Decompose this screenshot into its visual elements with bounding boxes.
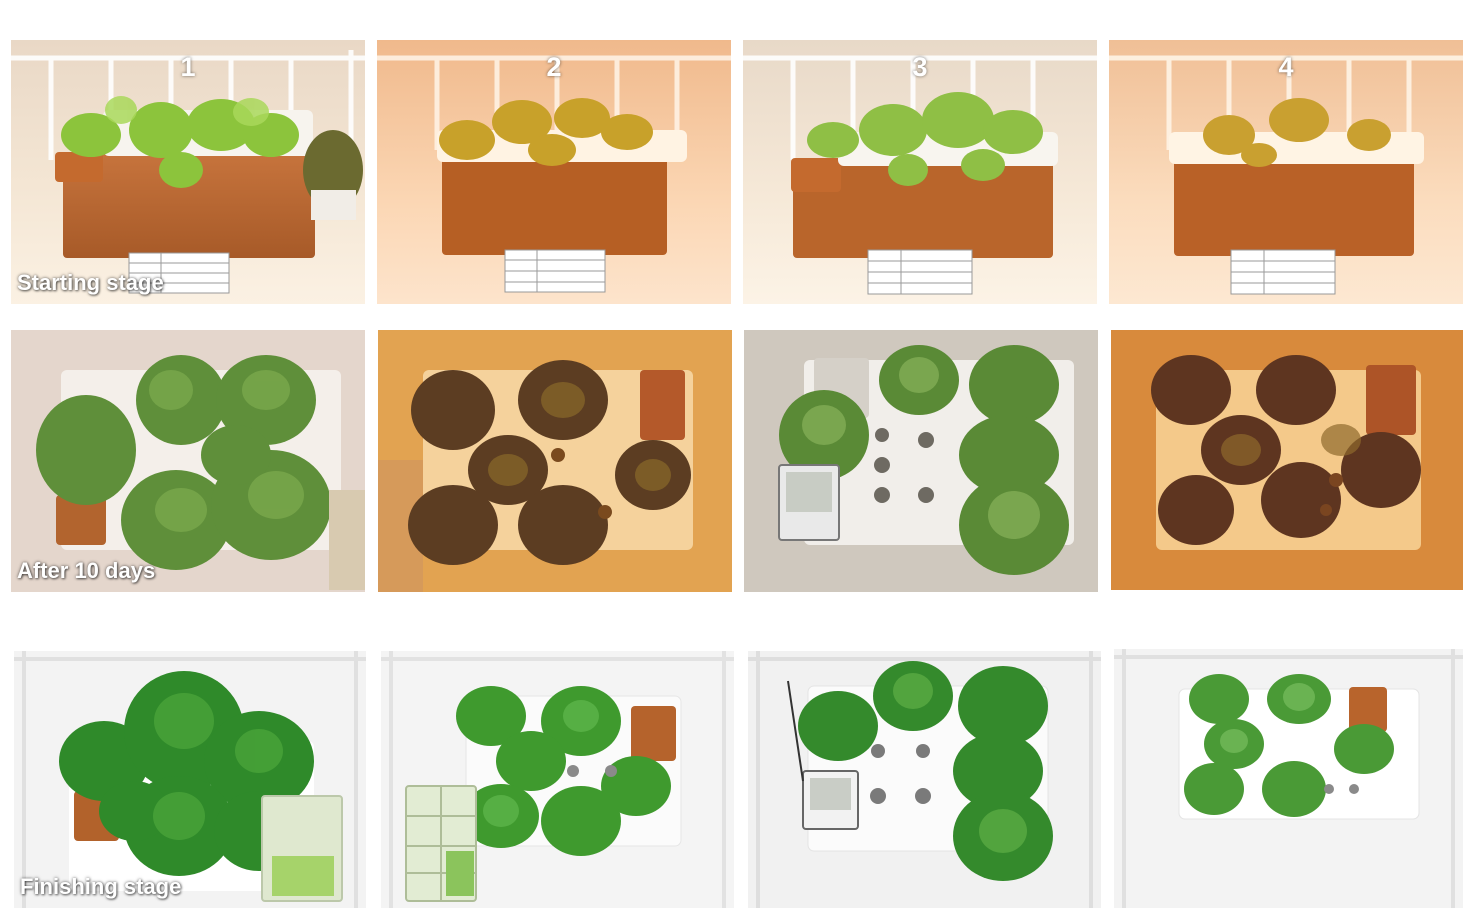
photo-start-2: 2 [377,40,731,304]
photo-day10-1: After 10 days [11,330,365,592]
photo-finish-1: Finishing stage [14,651,366,908]
stage-label-finishing: Finishing stage [20,874,182,899]
photo-finish-2 [381,651,734,908]
photo-day10-4 [1111,330,1463,590]
column-label-2: 2 [546,52,562,82]
photo-finish-4 [1114,649,1463,908]
photo-start-3: 3 [743,40,1097,304]
stage-label-starting: Starting stage [17,270,164,295]
photo-start-1: 1 Starting stage [11,40,365,304]
stage-label-after-10-days: After 10 days [17,558,156,583]
photo-start-4: 4 [1109,40,1463,304]
photo-day10-2 [378,330,732,592]
column-label-3: 3 [912,52,928,82]
photo-day10-3 [744,330,1098,592]
column-label-1: 1 [180,52,196,82]
photo-finish-3 [748,651,1101,908]
column-label-4: 4 [1278,52,1294,82]
